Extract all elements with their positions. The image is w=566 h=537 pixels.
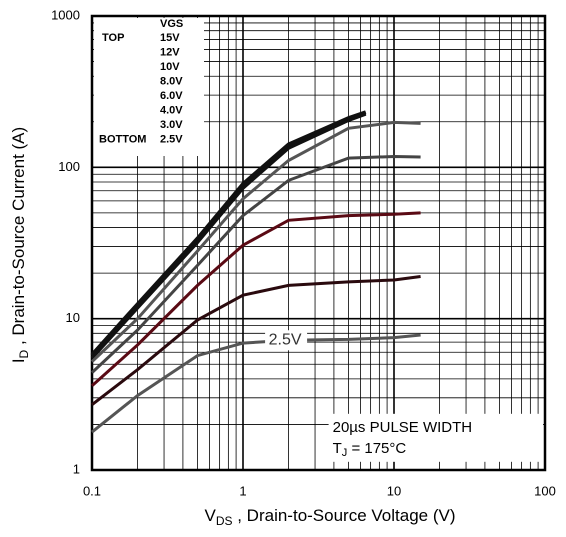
y-tick-label: 100 [58, 159, 80, 174]
legend-entry: 10V [160, 61, 180, 73]
y-tick-label: 10 [66, 310, 80, 325]
y-axis-label: ID , Drain-to-Source Current (A) [9, 127, 31, 363]
legend-entry: 4.0V [160, 104, 183, 116]
temp-sub: J [342, 447, 348, 459]
y-label-main: I [9, 358, 28, 363]
y-tick-label: 1000 [51, 7, 80, 22]
plot-frame [90, 14, 547, 472]
temp-main: T [333, 440, 342, 457]
legend-top: TOP [102, 32, 124, 44]
legend-entry: 3.0V [160, 119, 183, 131]
temp-note: TJ = 175°C [333, 440, 407, 459]
legend-background [94, 18, 204, 156]
y-label-sub: D [17, 349, 31, 358]
x-axis-label: VDS , Drain-to-Source Voltage (V) [205, 506, 456, 528]
curve [91, 275, 421, 406]
legend-entry: 2.5V [160, 133, 183, 145]
annotation-background [265, 330, 308, 351]
x-tick-label: 10 [387, 483, 401, 498]
y-tick-label: 1 [73, 461, 80, 476]
temp-rest: = 175°C [347, 440, 406, 457]
x-label-main: V [205, 506, 217, 525]
legend-entry: 15V [160, 32, 180, 44]
x-label-rest: , Drain-to-Source Voltage (V) [233, 506, 456, 525]
legend-entry: 6.0V [160, 90, 183, 102]
annotation: 2.5V [269, 331, 302, 348]
curve [90, 211, 421, 387]
y-label-rest: , Drain-to-Source Current (A) [9, 127, 28, 350]
legend-entry: 12V [160, 46, 180, 58]
curve [90, 154, 421, 374]
curve [90, 120, 421, 363]
annotation: 20µs PULSE WIDTH [333, 419, 473, 436]
x-tick-label: 1 [239, 483, 246, 498]
legend-title: VGS [160, 18, 183, 30]
curve [90, 112, 367, 360]
legend-bottom: BOTTOM [99, 133, 146, 145]
x-tick-label: 0.1 [83, 483, 101, 498]
legend-entry: 8.0V [160, 75, 183, 87]
annotation-background [328, 413, 543, 462]
x-label-sub: DS [216, 514, 233, 528]
x-tick-label: 100 [534, 483, 556, 498]
